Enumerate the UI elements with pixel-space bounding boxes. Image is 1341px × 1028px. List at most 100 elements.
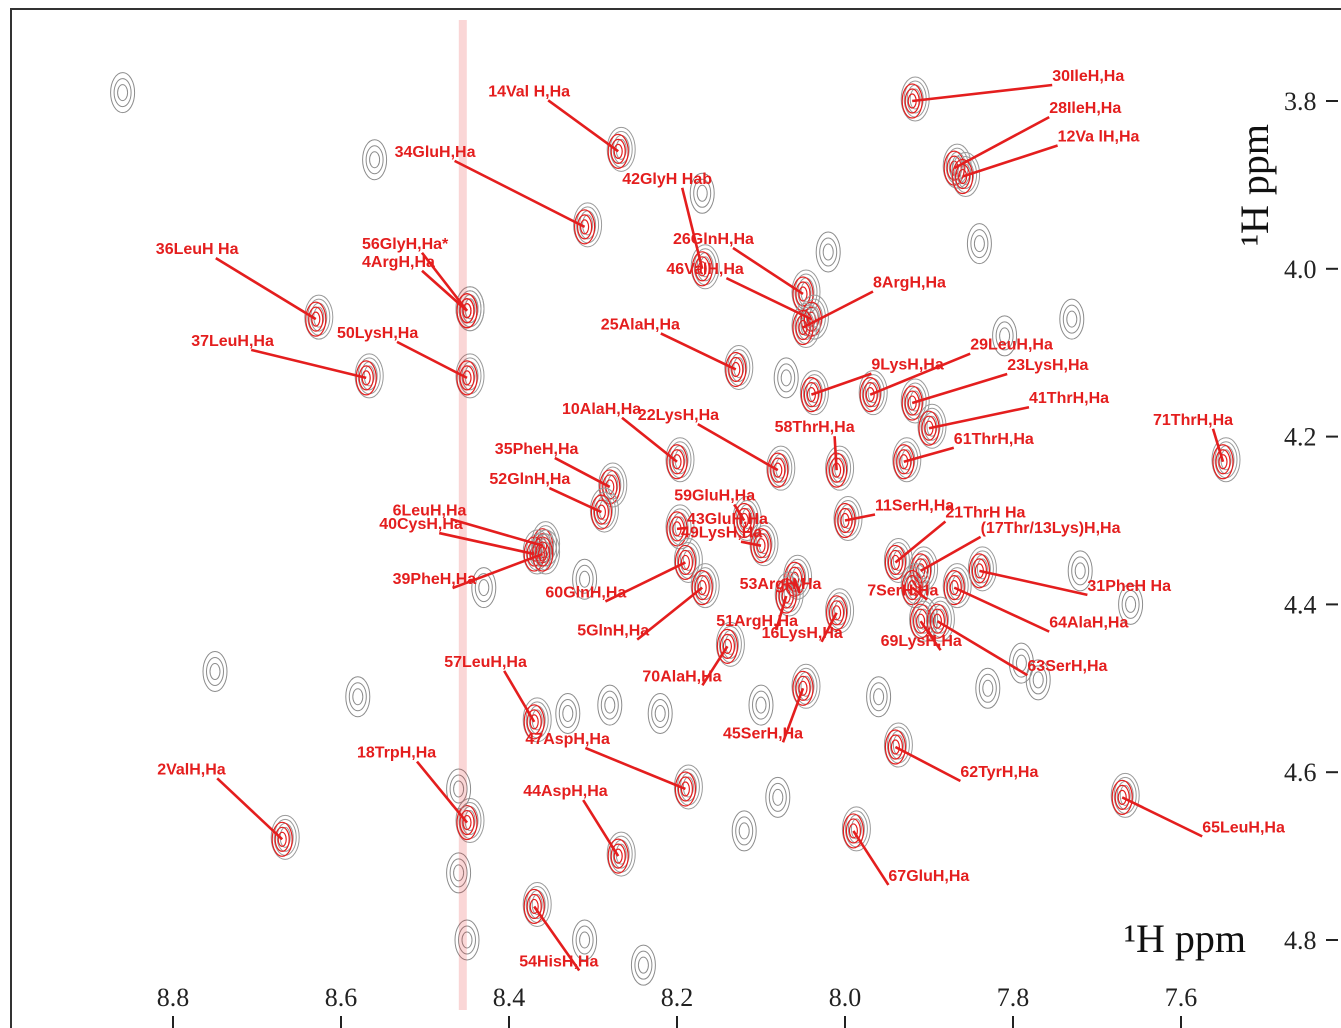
peak-contour-red: [719, 633, 736, 659]
peak-label: 2ValH,Ha: [157, 761, 226, 778]
peak-leader-line: [421, 269, 468, 312]
solvent-stripe: [458, 20, 467, 1010]
peak-contour-red: [590, 494, 613, 530]
background-contour: [345, 676, 371, 718]
peak-contour-grey: [573, 202, 603, 248]
peak-contour-red: [770, 457, 786, 483]
peak-contour-grey: [967, 546, 997, 592]
background-contour: [572, 558, 598, 600]
peak-label: 28IleH,Ha: [1049, 100, 1121, 117]
y-tick-label: 4.4: [1284, 590, 1317, 619]
peak-contour-red: [526, 893, 542, 920]
peak-contour-grey: [455, 286, 485, 332]
background-contour: [869, 682, 888, 712]
peak-contour-red: [613, 848, 623, 864]
peak-contour-red: [523, 536, 545, 572]
peak-label: 50LysH,Ha: [337, 325, 418, 342]
peak-contour-red: [951, 158, 974, 195]
peak-label: 16LysH,Ha: [762, 625, 843, 642]
peak-contour-red: [573, 209, 596, 245]
peak-contour-red: [462, 370, 472, 386]
background-contour: [579, 931, 591, 949]
peak-contour-grey: [850, 818, 862, 840]
peak-leader-line: [584, 746, 686, 791]
peak-contour-red: [862, 382, 878, 408]
peak-leader-line: [869, 352, 971, 396]
background-contour: [748, 684, 774, 726]
peak-label: 71ThrH,Ha: [1153, 412, 1233, 429]
x-axis: 8.8 8.6 8.4 8.2 8.0 7.8 7.6: [157, 983, 1197, 1028]
background-contour: [999, 327, 1011, 345]
background-contour: [369, 151, 381, 169]
peak-contour-red: [593, 499, 610, 525]
background-contour: [117, 84, 129, 102]
peak-leader-line: [781, 687, 805, 743]
peak-contour-red: [825, 595, 848, 631]
peak-leader-line: [903, 446, 955, 464]
peak-label: 29LeuH,Ha: [970, 337, 1053, 354]
background-contour: [446, 852, 472, 894]
peak-label: 57LeuH,Ha: [444, 654, 527, 671]
peak-leader-line: [547, 99, 619, 153]
peak-contour-grey: [925, 596, 955, 642]
peak-leader-line: [680, 187, 704, 270]
x-tick-label: 8.6: [325, 983, 358, 1012]
peak-contour-red: [537, 546, 548, 562]
peak-contour-red: [798, 286, 808, 302]
peak-contour-grey: [909, 575, 921, 597]
peak-contour-red: [672, 454, 682, 470]
peak-contour-red: [274, 826, 290, 852]
peak-label: 31PheH Ha: [1087, 578, 1171, 595]
peak-label: 43GluH,Ha: [687, 511, 768, 528]
peak-contour-grey: [951, 152, 981, 198]
peak-contour-red: [918, 410, 940, 446]
peak-contour-grey: [724, 344, 754, 390]
peak-contour-grey: [918, 608, 930, 630]
peak-contour-red: [456, 804, 478, 841]
peak-leader-line: [852, 830, 890, 886]
peak-leader-line: [697, 423, 779, 472]
x-tick-label: 7.8: [997, 983, 1030, 1012]
background-contour: [651, 698, 670, 728]
peak-contour-red: [459, 809, 475, 836]
background-contour: [772, 788, 784, 806]
y-tick-label: 4.6: [1284, 758, 1317, 787]
peak-contour-red: [949, 580, 959, 596]
background-contour: [362, 139, 388, 181]
peak-contour-red: [677, 776, 694, 802]
peak-leader-line: [912, 83, 1053, 103]
background-contour: [780, 369, 792, 387]
peak-contour-red: [806, 387, 817, 403]
peak-label: 64AlaH,Ha: [1049, 615, 1128, 632]
peak-contour-red: [607, 133, 629, 169]
peak-leader-line: [503, 670, 536, 723]
background-contour: [1071, 556, 1090, 586]
peak-label: 61ThrH,Ha: [954, 431, 1034, 448]
peak-label: 62TyrH,Ha: [960, 764, 1038, 781]
peak-contour-red: [792, 670, 814, 706]
peak-contour-red: [610, 138, 626, 164]
background-contour: [555, 692, 581, 734]
peak-leader-line: [250, 348, 367, 380]
peak-contour-red: [725, 351, 747, 388]
background-contour: [693, 178, 712, 208]
peak-contour-grey: [732, 496, 762, 541]
peak-contour-red: [946, 155, 962, 181]
peak-label: 8ArgH,Ha: [873, 275, 946, 292]
peak-contour-red: [677, 549, 694, 576]
peak-label: 26GlnH,Ha: [673, 231, 754, 248]
peak-contour-red: [610, 843, 626, 869]
peak-label: 35PheH,Ha: [495, 441, 579, 458]
peak-contour-red: [831, 605, 842, 621]
peak-leader-line: [215, 257, 317, 321]
peak-contour-red: [775, 578, 797, 614]
peak-label: 47AspH,Ha: [525, 731, 610, 748]
leader-line-layer: [215, 83, 1225, 972]
peak-leader-line: [548, 486, 602, 514]
peak-label: 49LysH,Ha: [681, 525, 762, 542]
peak-leader-line: [725, 276, 812, 321]
y-tick-label: 4.8: [1284, 926, 1317, 955]
peak-label: 18TrpH,Ha: [357, 745, 436, 762]
peak-leader-line: [396, 340, 468, 380]
background-contour: [738, 822, 750, 840]
